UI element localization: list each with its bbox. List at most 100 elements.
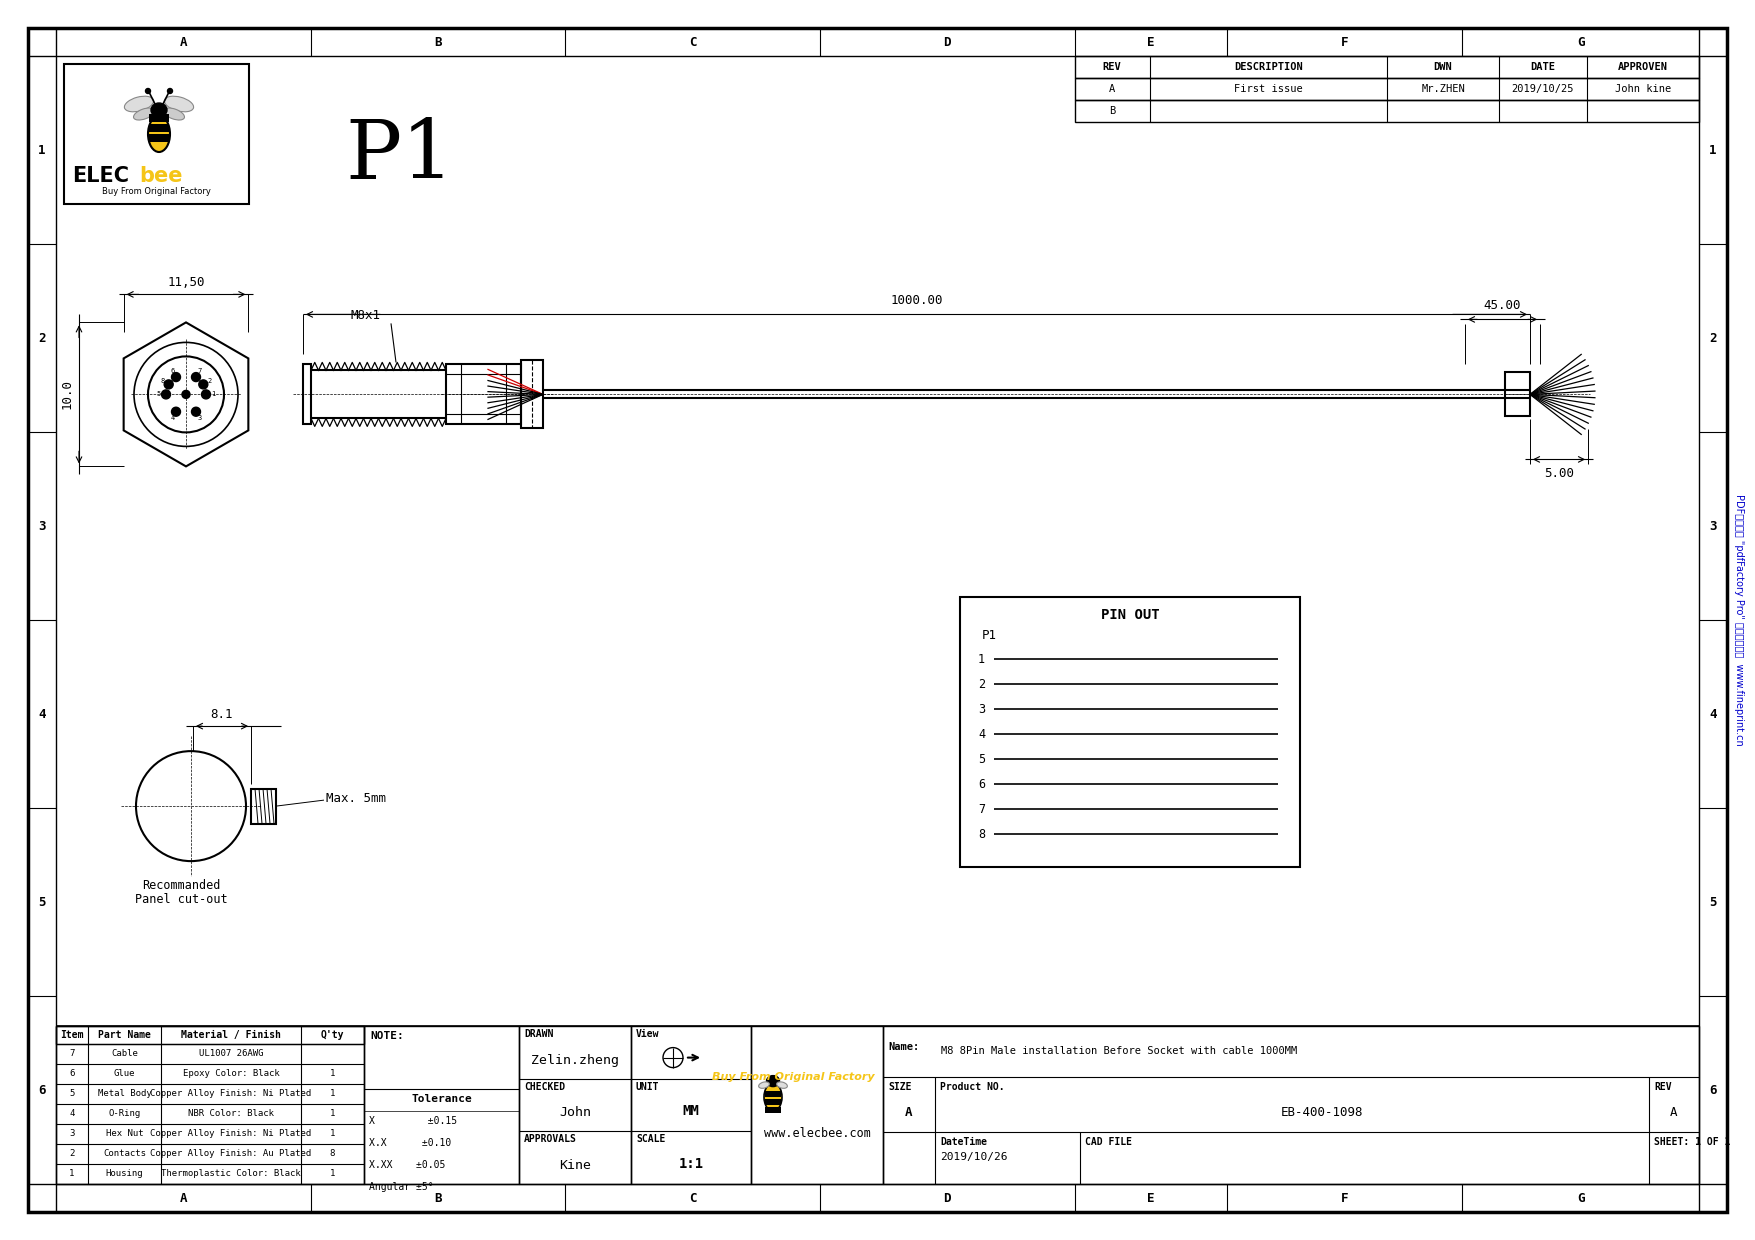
Text: Zelin.zheng: Zelin.zheng <box>532 1054 620 1066</box>
Text: 5: 5 <box>39 895 46 909</box>
Text: X         ±0.15: X ±0.15 <box>369 1116 456 1126</box>
Text: 6: 6 <box>978 777 985 791</box>
Text: D: D <box>944 36 951 48</box>
Bar <box>765 1099 781 1105</box>
Ellipse shape <box>147 117 170 153</box>
Circle shape <box>183 391 190 398</box>
Text: REV: REV <box>1102 62 1121 72</box>
Text: C: C <box>690 1192 697 1204</box>
Text: PIN OUT: PIN OUT <box>1100 609 1160 622</box>
Text: Angular ±5°: Angular ±5° <box>369 1182 433 1192</box>
Text: 1: 1 <box>330 1169 335 1178</box>
Text: A: A <box>906 1106 913 1118</box>
Text: 3: 3 <box>1709 520 1716 532</box>
Text: Kine: Kine <box>560 1159 591 1172</box>
Text: 8: 8 <box>160 378 165 384</box>
Text: 45.00: 45.00 <box>1483 299 1522 312</box>
Bar <box>1506 372 1530 417</box>
Text: M8 8Pin Male installation Before Socket with cable 1000MM: M8 8Pin Male installation Before Socket … <box>941 1047 1297 1056</box>
Bar <box>149 124 168 131</box>
Text: UL1007 26AWG: UL1007 26AWG <box>198 1049 263 1059</box>
Ellipse shape <box>133 108 154 120</box>
Ellipse shape <box>163 108 184 120</box>
Text: Cable: Cable <box>111 1049 139 1059</box>
Text: Buy From Original Factory: Buy From Original Factory <box>102 187 211 196</box>
Text: CHECKED: CHECKED <box>525 1081 565 1091</box>
Text: ELEC: ELEC <box>72 166 130 186</box>
Bar <box>960 598 1300 868</box>
Text: 8: 8 <box>330 1149 335 1158</box>
Text: Panel cut-out: Panel cut-out <box>135 893 228 906</box>
Text: www.elecbee.com: www.elecbee.com <box>763 1127 870 1140</box>
Text: Housing: Housing <box>105 1169 144 1178</box>
Circle shape <box>165 379 174 389</box>
Text: DESCRIPTION: DESCRIPTION <box>1234 62 1302 72</box>
Text: Recommanded: Recommanded <box>142 879 219 892</box>
Bar <box>765 1091 781 1097</box>
Text: REV: REV <box>1653 1081 1671 1091</box>
Text: G: G <box>1578 36 1585 48</box>
Text: View: View <box>635 1029 660 1039</box>
Text: B: B <box>433 1192 442 1204</box>
Ellipse shape <box>758 1081 769 1089</box>
Text: 1: 1 <box>211 392 216 397</box>
Text: M8x1: M8x1 <box>351 309 381 322</box>
Text: 4: 4 <box>68 1110 75 1118</box>
Text: 3: 3 <box>197 415 202 420</box>
Text: 5.00: 5.00 <box>1544 467 1574 480</box>
Text: DRAWN: DRAWN <box>525 1029 553 1039</box>
Text: 1: 1 <box>68 1169 75 1178</box>
Text: 7: 7 <box>978 804 985 816</box>
Text: Material / Finish: Material / Finish <box>181 1030 281 1040</box>
Text: 2019/10/26: 2019/10/26 <box>941 1152 1007 1162</box>
Text: Contacts: Contacts <box>104 1149 146 1158</box>
Text: Copper Alloy Finish: Ni Plated: Copper Alloy Finish: Ni Plated <box>151 1130 312 1138</box>
Ellipse shape <box>125 97 154 112</box>
Text: 4: 4 <box>978 728 985 742</box>
Text: A: A <box>179 36 188 48</box>
Text: E: E <box>1148 1192 1155 1204</box>
Bar <box>251 789 276 823</box>
Text: C: C <box>690 36 697 48</box>
Text: 5: 5 <box>978 753 985 766</box>
Text: Buy From Original Factory: Buy From Original Factory <box>713 1071 874 1081</box>
Text: Part Name: Part Name <box>98 1030 151 1040</box>
Text: Thermoplastic Color: Black: Thermoplastic Color: Black <box>161 1169 300 1178</box>
Circle shape <box>202 389 211 399</box>
Text: 1: 1 <box>330 1130 335 1138</box>
Text: P1: P1 <box>983 629 997 642</box>
Text: Item: Item <box>60 1030 84 1040</box>
Text: NBR Color: Black: NBR Color: Black <box>188 1110 274 1118</box>
Text: B: B <box>1109 105 1114 117</box>
Text: Epoxy Color: Black: Epoxy Color: Black <box>183 1069 279 1079</box>
Text: Max. 5mm: Max. 5mm <box>326 791 386 805</box>
Text: 2: 2 <box>978 678 985 691</box>
Bar <box>446 365 521 424</box>
Bar <box>1074 100 1699 122</box>
Ellipse shape <box>777 1081 788 1089</box>
Text: John: John <box>560 1106 591 1120</box>
Bar <box>63 64 249 205</box>
Ellipse shape <box>767 1075 779 1086</box>
Text: F: F <box>1341 1192 1348 1204</box>
Circle shape <box>172 407 181 417</box>
Text: 8: 8 <box>978 828 985 841</box>
Text: B: B <box>433 36 442 48</box>
Circle shape <box>161 389 170 399</box>
Text: P1: P1 <box>346 117 455 196</box>
Text: APPROVEN: APPROVEN <box>1618 62 1667 72</box>
Circle shape <box>147 356 225 433</box>
Bar <box>632 1025 751 1184</box>
Text: 4: 4 <box>39 708 46 720</box>
Bar <box>363 1025 519 1184</box>
Text: UNIT: UNIT <box>635 1081 660 1091</box>
Text: CAD FILE: CAD FILE <box>1085 1137 1132 1147</box>
Text: EB-400-1098: EB-400-1098 <box>1281 1106 1364 1118</box>
Text: 6: 6 <box>1709 1084 1716 1096</box>
Text: 3: 3 <box>39 520 46 532</box>
Bar <box>149 134 168 143</box>
Text: 4: 4 <box>170 415 176 420</box>
Text: Hex Nut: Hex Nut <box>105 1130 144 1138</box>
Ellipse shape <box>165 97 193 112</box>
Text: 1: 1 <box>39 144 46 156</box>
